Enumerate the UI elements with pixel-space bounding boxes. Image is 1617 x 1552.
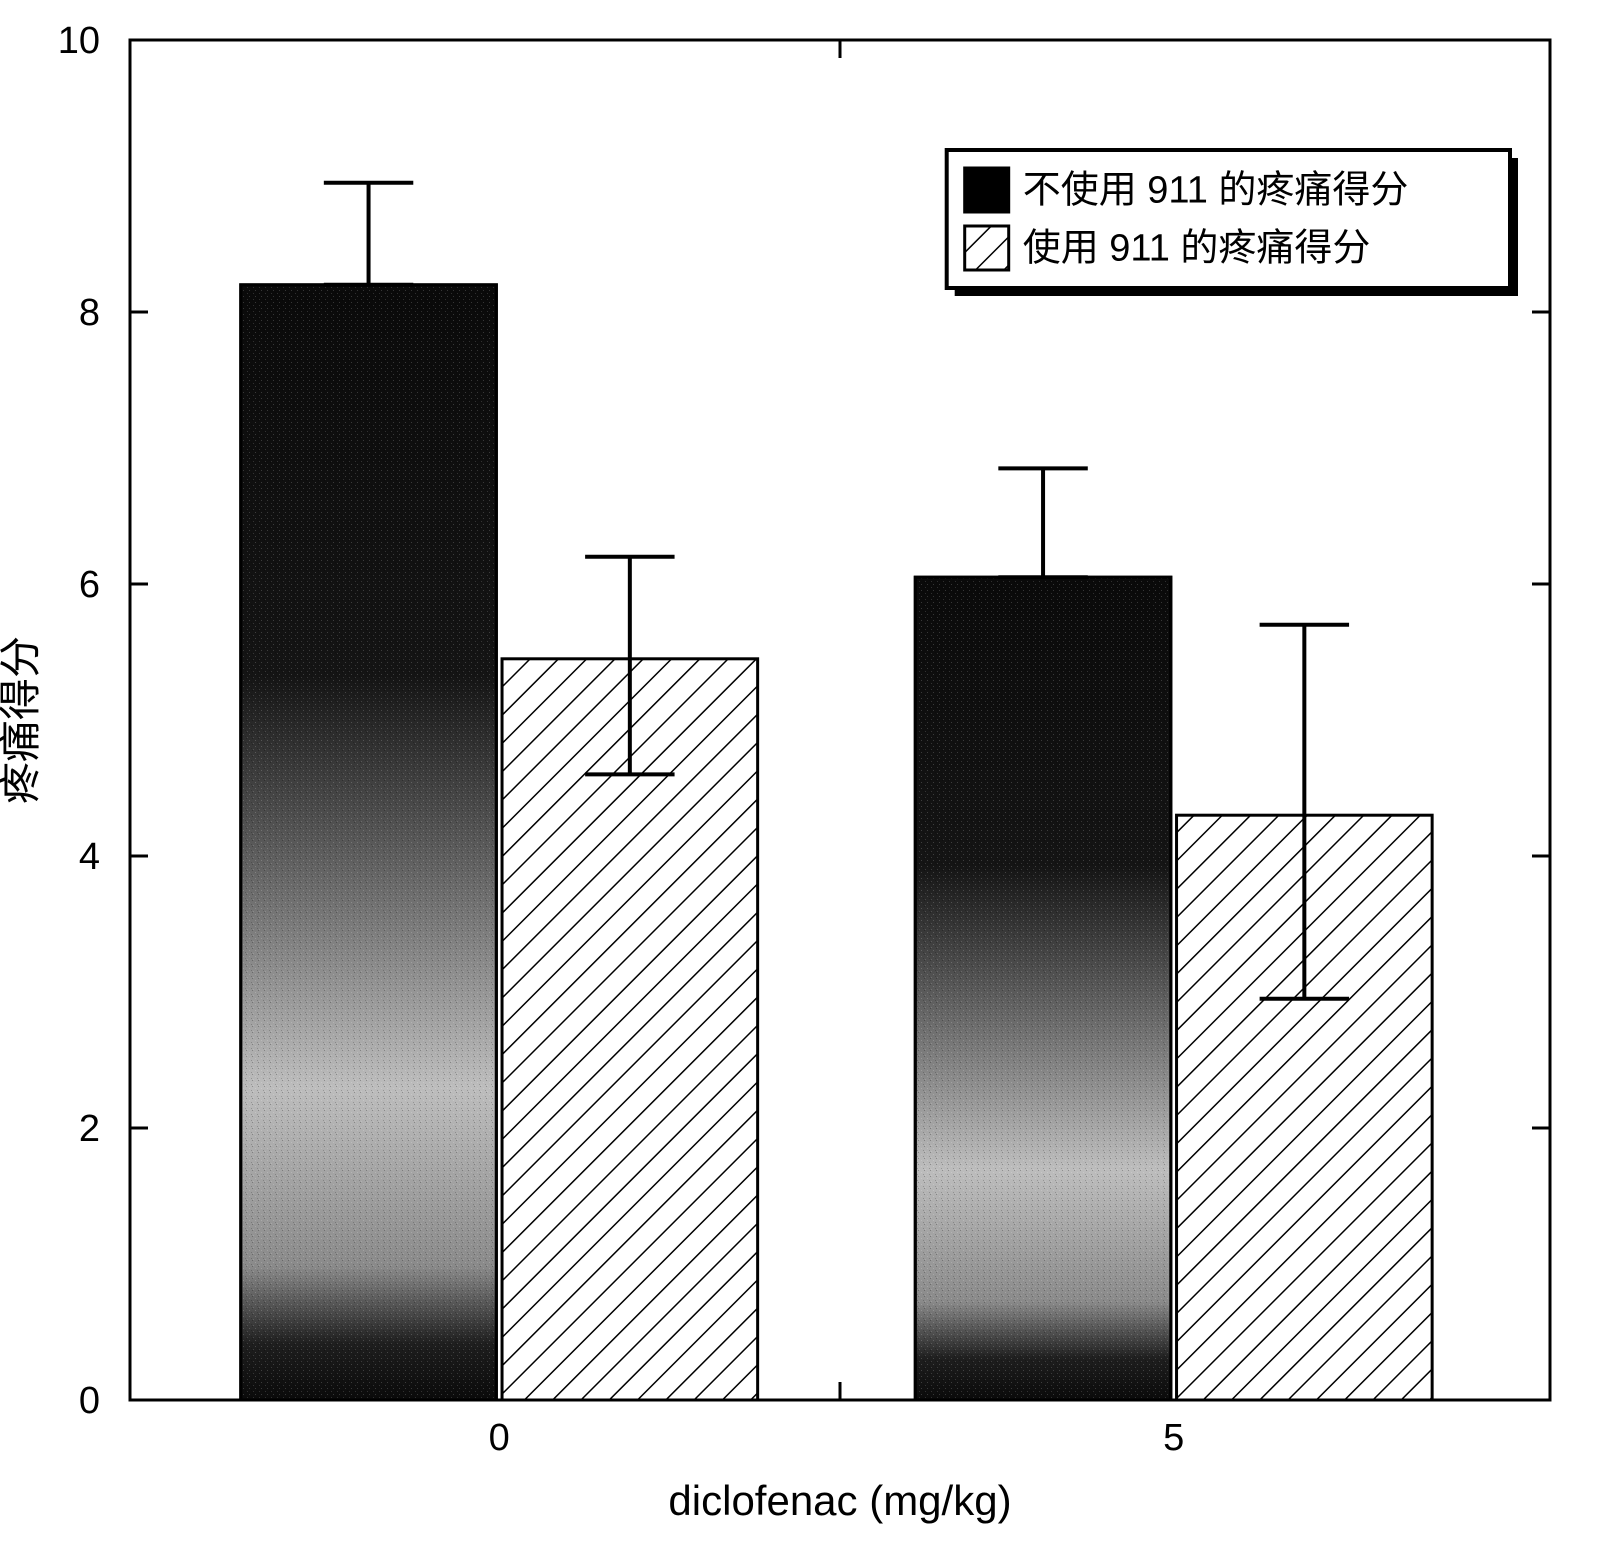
y-tick-label-4: 4 — [79, 836, 100, 878]
y-tick-label-8: 8 — [79, 292, 100, 334]
x-tick-label-1: 5 — [1163, 1417, 1184, 1459]
y-tick-label-0: 0 — [79, 1380, 100, 1422]
legend: 不使用 911 的疼痛得分使用 911 的疼痛得分 — [947, 150, 1518, 296]
bar-5-no911 — [915, 577, 1171, 1400]
chart-svg: 0 5 0 2 4 6 8 10 疼痛得分 diclofenac (mg/kg) 不使用 911 的… — [0, 0, 1617, 1552]
legend-label-no911: 不使用 911 的疼痛得分 — [1023, 169, 1409, 211]
y-tick-label-6: 6 — [79, 564, 100, 606]
legend-swatch-no911 — [965, 168, 1009, 212]
legend-label-with911: 使用 911 的疼痛得分 — [1023, 227, 1371, 269]
y-axis-label: 疼痛得分 — [0, 636, 44, 804]
bar-0-no911 — [241, 285, 497, 1400]
legend-swatch-with911 — [965, 226, 1009, 270]
x-axis-label: diclofenac (mg/kg) — [668, 1477, 1011, 1524]
y-tick-label-10: 10 — [58, 20, 100, 62]
x-tick-label-0: 0 — [489, 1417, 510, 1459]
y-tick-label-2: 2 — [79, 1108, 100, 1150]
pain-score-chart: 0 5 0 2 4 6 8 10 疼痛得分 diclofenac (mg/kg) 不使用 911 的… — [0, 0, 1617, 1552]
